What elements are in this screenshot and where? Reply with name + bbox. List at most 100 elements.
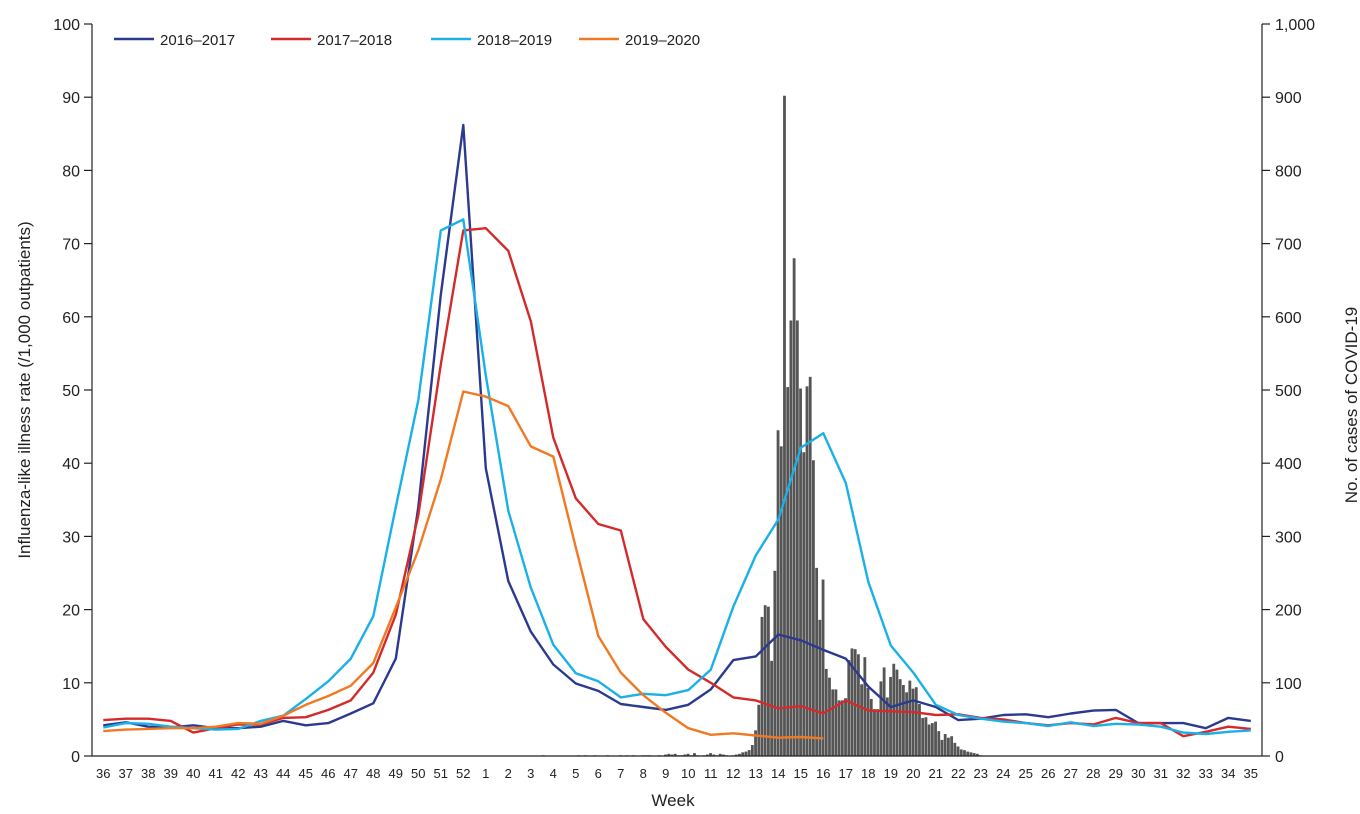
covid-bar <box>789 320 793 756</box>
covid-bar <box>831 689 835 756</box>
y-tick-label-right: 500 <box>1275 383 1302 400</box>
covid-bar <box>869 698 873 756</box>
covid-bar <box>786 387 790 756</box>
x-tick-label: 24 <box>996 766 1010 781</box>
y-tick-label-right: 900 <box>1275 90 1302 107</box>
covid-bar <box>969 752 973 756</box>
covid-bar <box>934 721 937 756</box>
covid-bars-layer <box>542 95 982 756</box>
ili-lines-layer <box>103 123 1251 740</box>
covid-bar <box>795 320 799 756</box>
covid-bar <box>686 753 690 756</box>
x-tick-label: 35 <box>1244 766 1258 781</box>
x-tick-label: 17 <box>839 766 853 781</box>
x-tick-label: 38 <box>141 766 155 781</box>
x-tick-label: 39 <box>164 766 178 781</box>
x-tick-label: 33 <box>1199 766 1213 781</box>
covid-bar <box>956 746 960 756</box>
covid-bar <box>895 669 899 756</box>
y-tick-label-left: 100 <box>53 17 80 34</box>
covid-bar <box>975 753 979 756</box>
covid-bar <box>908 680 912 756</box>
covid-bar <box>815 567 819 756</box>
x-tick-label: 12 <box>726 766 740 781</box>
y-tick-label-left: 60 <box>62 310 80 327</box>
x-tick-label: 8 <box>640 766 647 781</box>
x-tick-label: 2 <box>505 766 512 781</box>
x-tick-label: 34 <box>1221 766 1235 781</box>
y-tick-label-left: 10 <box>62 676 80 693</box>
y-tick-label-right: 600 <box>1275 310 1302 327</box>
legend-label: 2016–2017 <box>160 32 235 49</box>
covid-bar <box>921 717 925 756</box>
legend: 2016–2017 2017–2018 2018–2019 2019–2020 <box>114 32 700 49</box>
y-tick-label-right: 400 <box>1275 456 1302 473</box>
y-tick-label-right: 300 <box>1275 529 1302 546</box>
x-tick-label: 7 <box>617 766 624 781</box>
covid-bar <box>770 660 774 756</box>
legend-label: 2018–2019 <box>477 32 552 49</box>
covid-bar <box>847 660 851 756</box>
x-tick-label: 47 <box>344 766 358 781</box>
covid-bar <box>947 737 950 756</box>
x-tick-label: 5 <box>572 766 579 781</box>
covid-bar <box>808 376 812 756</box>
covid-bar <box>860 684 864 756</box>
x-tick-label: 21 <box>929 766 943 781</box>
y-axis-title-right: No. of cases of COVID-19 <box>1342 307 1360 504</box>
covid-bar <box>972 753 976 756</box>
covid-bar <box>792 258 796 756</box>
x-tick-label: 27 <box>1064 766 1078 781</box>
x-tick-label: 22 <box>951 766 965 781</box>
x-tick-label: 51 <box>434 766 448 781</box>
covid-bar <box>747 750 751 756</box>
covid-bar <box>953 742 957 756</box>
covid-bar <box>812 460 815 756</box>
x-tick-label: 29 <box>1109 766 1123 781</box>
y-tick-label-left: 80 <box>62 163 80 180</box>
y-tick-label-left: 20 <box>62 603 80 620</box>
y-tick-label-left: 90 <box>62 90 80 107</box>
y-tick-label-left: 30 <box>62 529 80 546</box>
x-tick-label: 10 <box>681 766 695 781</box>
x-tick-label: 11 <box>704 766 718 781</box>
y-tick-label-right: 100 <box>1275 676 1302 693</box>
x-tick-label: 23 <box>974 766 988 781</box>
covid-bar <box>760 616 764 756</box>
covid-bar <box>905 692 909 756</box>
series-line-20172018 <box>103 226 1251 738</box>
covid-bar <box>664 754 667 756</box>
y-axis-title-left: Influenza-like illness rate (/1,000 outp… <box>15 221 34 558</box>
x-tick-label: 42 <box>231 766 245 781</box>
covid-bar <box>741 752 745 756</box>
covid-bar <box>927 724 931 756</box>
x-tick-label: 43 <box>254 766 268 781</box>
y-tick-label-right: 1,000 <box>1275 17 1315 34</box>
x-tick-label: 1 <box>482 766 489 781</box>
covid-bar <box>799 388 802 756</box>
covid-bar <box>754 730 757 756</box>
covid-bar <box>667 753 671 756</box>
x-tick-label: 48 <box>366 766 380 781</box>
covid-bar <box>918 704 921 756</box>
covid-bar <box>750 745 754 756</box>
covid-bar <box>902 684 905 756</box>
y-tick-label-left: 0 <box>71 749 80 766</box>
legend-label: 2019–2020 <box>625 32 700 49</box>
x-tick-label: 14 <box>771 766 785 781</box>
covid-bar <box>738 753 741 756</box>
covid-bar <box>767 606 770 756</box>
x-tick-label: 6 <box>595 766 602 781</box>
covid-bar <box>712 754 716 756</box>
x-tick-label: 20 <box>906 766 920 781</box>
x-tick-label: 50 <box>411 766 425 781</box>
x-tick-label: 28 <box>1086 766 1100 781</box>
covid-bar <box>940 739 944 756</box>
y-tick-label-left: 40 <box>62 456 80 473</box>
covid-bar <box>879 681 883 756</box>
covid-bar <box>763 605 767 756</box>
covid-bar <box>779 446 783 756</box>
x-tick-label: 46 <box>321 766 335 781</box>
x-tick-label: 16 <box>816 766 830 781</box>
